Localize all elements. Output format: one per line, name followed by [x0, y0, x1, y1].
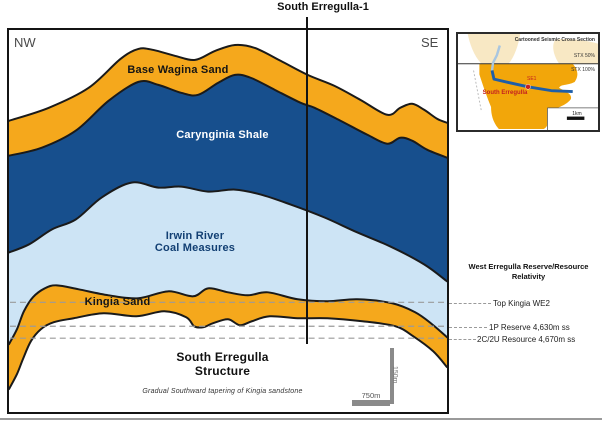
well-title: South Erregulla-1	[277, 1, 369, 13]
structure-note: Gradual Southward tapering of Kingia san…	[142, 388, 303, 395]
annotation-1p-reserve: 1P Reserve 4,630m ss	[489, 323, 570, 332]
annotation-top-kingia: Top Kingia WE2	[493, 299, 550, 308]
horizontal-scale-label: 750m	[352, 391, 390, 401]
structure-title: South Erregulla Structure	[150, 350, 295, 378]
layer-label-carynginia-shale: Carynginia Shale	[176, 129, 269, 141]
layer-kingia-sand-fill	[9, 285, 447, 390]
vertical-scale-bar	[390, 348, 394, 404]
boundary-base-wagina-bottom	[9, 73, 447, 159]
inset-scale-bar	[566, 116, 585, 120]
inset-seismic-line-upper	[490, 45, 501, 71]
annotation-header-line1: West Erregulla Reserve/Resource	[468, 262, 589, 271]
boundary-kingia-top	[9, 284, 447, 346]
annotation-dash-top-kingia	[449, 303, 491, 304]
irwin-label-line1: Irwin River	[165, 230, 225, 242]
inset-well-label: SE1	[527, 76, 537, 82]
horizontal-scale-bar	[352, 401, 390, 406]
inset-scale-label: 1km	[572, 111, 582, 117]
layer-base-wagina-sand-fill	[9, 44, 447, 158]
annotation-header-line2: Relativity	[511, 271, 546, 281]
inset-well-marker	[525, 84, 531, 90]
boundary-coal-measures-top	[9, 181, 447, 283]
layer-carynginia-shale-fill	[9, 74, 447, 282]
boundary-kingia-bottom	[9, 310, 447, 391]
inset-pale-structure-1	[467, 34, 521, 64]
orientation-se-label: SE	[421, 35, 439, 50]
structure-title-line1: South Erregulla	[176, 350, 269, 364]
irwin-label-line2: Coal Measures	[154, 242, 236, 254]
vertical-scale-label: 150m	[391, 366, 398, 384]
inset-map-svg	[458, 34, 598, 130]
inset-permit-lower-label: STX 100%	[571, 67, 595, 73]
orientation-nw-label: NW	[14, 35, 36, 50]
well-path-line	[306, 17, 308, 344]
inset-area-label: South Erregulla	[482, 90, 528, 96]
structure-title-line2: Structure	[194, 363, 251, 378]
inset-pale-structure-2	[553, 39, 598, 64]
annotation-dash-2c2u-resource	[449, 339, 476, 340]
inset-seismic-line	[490, 70, 573, 94]
inset-permit-upper-label: STX 50%	[573, 53, 595, 59]
annotation-2c2u-resource: 2C/2U Resource 4,670m ss	[477, 335, 576, 344]
layer-irwin-river-coal-measures-fill	[9, 182, 447, 345]
layer-label-irwin-river-coal-measures: Irwin River Coal Measures	[135, 230, 255, 254]
boundary-base-wagina-top	[9, 43, 447, 124]
annotation-dash-1p-reserve	[449, 327, 487, 328]
page-bottom-rule	[0, 418, 602, 420]
inset-fault-line	[473, 70, 482, 111]
annotation-header: West Erregulla Reserve/Resource Relativi…	[455, 262, 602, 281]
cross-section-panel	[7, 28, 449, 414]
layer-label-base-wagina-sand: Base Wagina Sand	[127, 64, 229, 76]
cross-section-svg	[9, 43, 447, 391]
inset-map: Cartooned Seismic Cross Section STX 50% …	[456, 32, 600, 132]
inset-title: Cartooned Seismic Cross Section	[514, 37, 595, 43]
layer-label-kingia-sand: Kingia Sand	[84, 296, 151, 308]
